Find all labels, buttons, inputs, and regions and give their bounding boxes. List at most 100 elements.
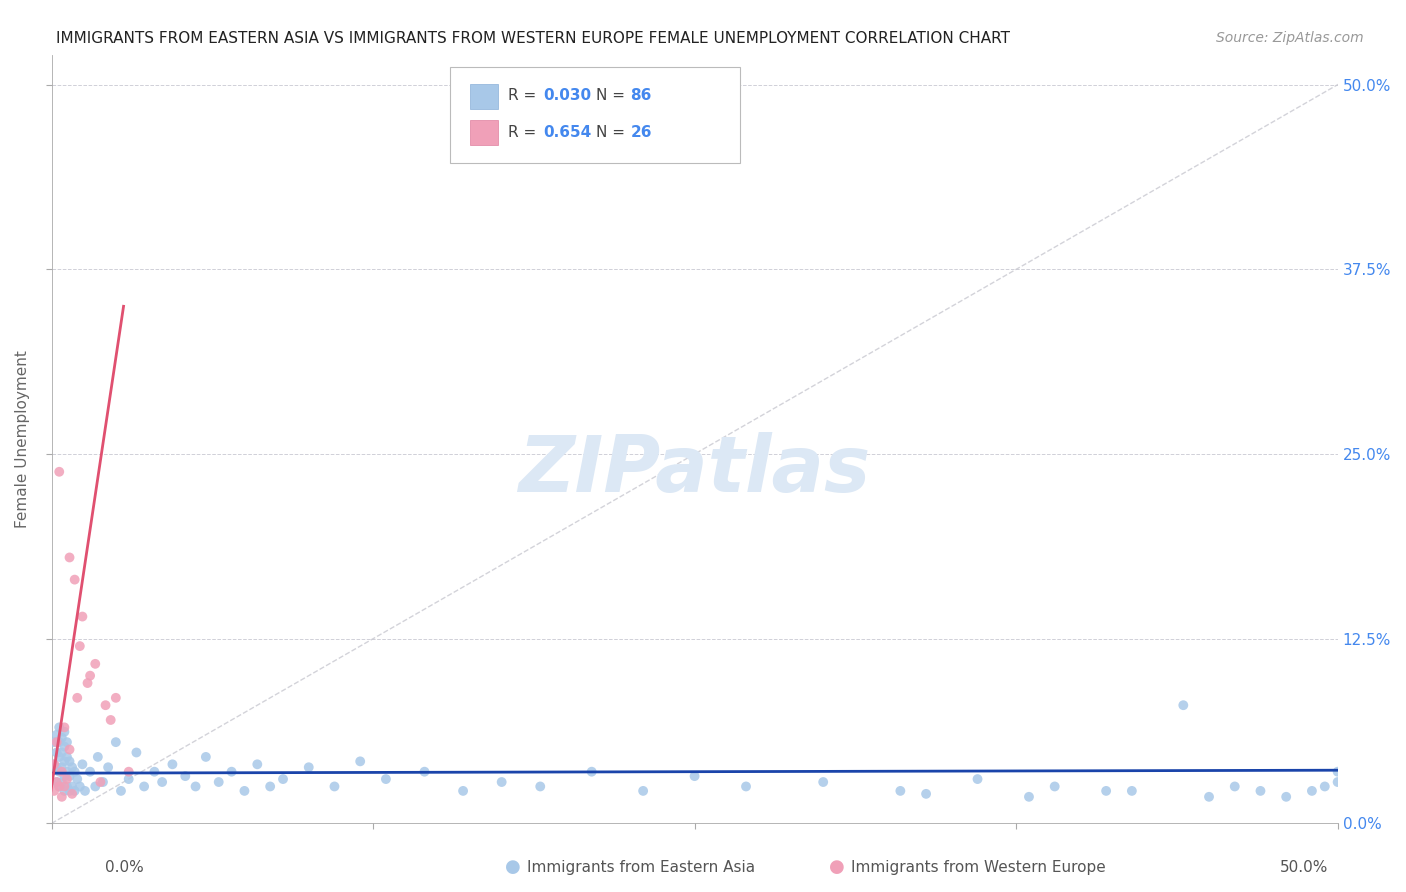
Point: [58, 550, 80, 565]
Point: [53, 780, 76, 794]
Point: [966, 772, 988, 786]
Point: [42, 757, 65, 772]
Point: [118, 764, 141, 779]
Point: [529, 780, 551, 794]
Point: [97, 760, 120, 774]
FancyBboxPatch shape: [470, 120, 498, 145]
Point: [53, 769, 76, 783]
Point: [1313, 780, 1336, 794]
Point: [72, 609, 94, 624]
Point: [811, 775, 834, 789]
Point: [87, 750, 110, 764]
Text: 50.0%: 50.0%: [1281, 860, 1329, 874]
Point: [58, 769, 80, 783]
Point: [53, 739, 76, 754]
Point: [51, 731, 73, 745]
Point: [1018, 789, 1040, 804]
Point: [60, 787, 83, 801]
Text: ●: ●: [505, 858, 522, 876]
Point: [60, 780, 83, 794]
Point: [259, 780, 281, 794]
Point: [683, 769, 706, 783]
Point: [271, 772, 294, 786]
Point: [84, 657, 107, 671]
Point: [48, 465, 70, 479]
Point: [735, 780, 758, 794]
FancyBboxPatch shape: [450, 67, 740, 162]
Point: [1198, 789, 1220, 804]
Point: [104, 690, 127, 705]
Text: Source: ZipAtlas.com: Source: ZipAtlas.com: [1216, 31, 1364, 45]
Point: [1275, 789, 1298, 804]
Text: 0.030: 0.030: [543, 88, 591, 103]
Point: [60, 760, 83, 774]
Point: [56, 780, 79, 794]
Point: [51, 775, 73, 789]
Point: [48, 735, 70, 749]
Point: [51, 789, 73, 804]
Point: [233, 784, 256, 798]
Point: [134, 780, 156, 794]
Point: [42, 757, 65, 772]
Text: Immigrants from Eastern Asia: Immigrants from Eastern Asia: [527, 860, 755, 874]
Point: [63, 764, 86, 779]
Point: [184, 780, 207, 794]
Point: [246, 757, 269, 772]
Point: [58, 784, 80, 798]
Point: [581, 764, 603, 779]
Point: [162, 757, 184, 772]
Text: Immigrants from Western Europe: Immigrants from Western Europe: [851, 860, 1105, 874]
Text: N =: N =: [596, 88, 630, 103]
Point: [53, 724, 76, 739]
Point: [69, 780, 91, 794]
Point: [48, 764, 70, 779]
Point: [56, 764, 79, 779]
Text: ●: ●: [828, 858, 845, 876]
Point: [491, 775, 513, 789]
Text: N =: N =: [596, 125, 630, 140]
Point: [69, 639, 91, 653]
Point: [66, 690, 89, 705]
Point: [42, 784, 65, 798]
Point: [451, 784, 474, 798]
Y-axis label: Female Unemployment: Female Unemployment: [15, 351, 30, 528]
Point: [51, 760, 73, 774]
Point: [1249, 784, 1271, 798]
Point: [100, 713, 122, 727]
Point: [56, 750, 79, 764]
Point: [66, 772, 89, 786]
Point: [45, 775, 67, 789]
Point: [298, 760, 321, 774]
Point: [110, 784, 132, 798]
Point: [1326, 775, 1348, 789]
Point: [374, 772, 396, 786]
Point: [915, 787, 938, 801]
Point: [53, 784, 76, 798]
Point: [84, 780, 107, 794]
Point: [1173, 698, 1195, 713]
Point: [45, 775, 67, 789]
Point: [94, 698, 117, 713]
Point: [53, 720, 76, 734]
Point: [143, 764, 166, 779]
Point: [45, 728, 67, 742]
Point: [63, 573, 86, 587]
Point: [48, 780, 70, 794]
Point: [889, 784, 911, 798]
Point: [51, 746, 73, 760]
Text: R =: R =: [508, 88, 541, 103]
Point: [125, 746, 148, 760]
Text: 0.0%: 0.0%: [105, 860, 145, 874]
Point: [1223, 780, 1246, 794]
Point: [208, 775, 231, 789]
Point: [79, 668, 101, 682]
Point: [174, 769, 197, 783]
Point: [89, 775, 111, 789]
Text: R =: R =: [508, 125, 541, 140]
Point: [194, 750, 217, 764]
Point: [104, 735, 127, 749]
Point: [91, 775, 114, 789]
Text: ZIPatlas: ZIPatlas: [519, 432, 870, 508]
Point: [118, 772, 141, 786]
Point: [631, 784, 654, 798]
